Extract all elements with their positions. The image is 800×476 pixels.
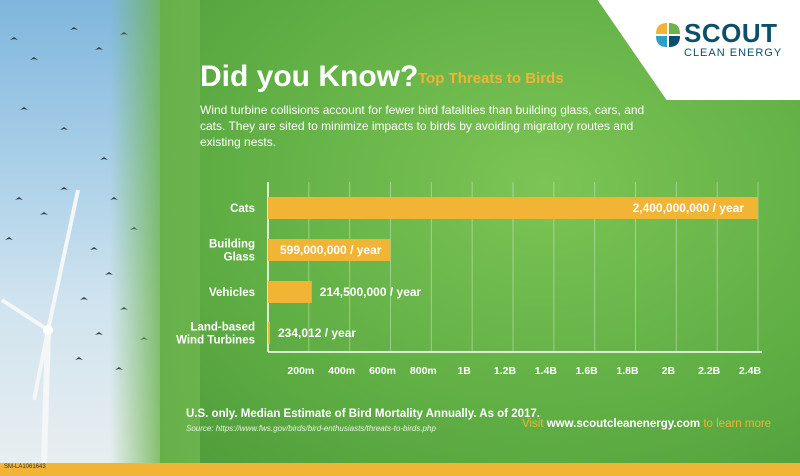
bar (268, 281, 312, 303)
x-tick-label: 1.6B (576, 365, 599, 377)
x-tick-label: 600m (369, 365, 396, 377)
document-code: SM-LA1061643 (4, 464, 46, 470)
visit-line: Visit www.scoutcleanenergy.com to learn … (522, 418, 771, 430)
x-tick-label: 1.4B (535, 365, 558, 377)
bar (268, 197, 758, 219)
data-label: 234,012 / year (278, 326, 356, 340)
intro-text: Wind turbine collisions account for fewe… (200, 103, 645, 149)
x-tick-label: 400m (328, 365, 355, 377)
wind-turbine-illustration (0, 27, 148, 464)
x-tick-label: 1.2B (494, 365, 517, 377)
source-note: Source: https://www.fws.gov/birds/bird-e… (186, 424, 436, 433)
data-label: 214,500,000 / year (320, 285, 422, 299)
bar (268, 322, 270, 344)
visit-url-link[interactable]: www.scoutcleanenergy.com (546, 418, 701, 430)
data-label: 599,000,000 / year (280, 243, 382, 257)
headline: Did you Know? (200, 60, 419, 93)
photo-fade (110, 0, 200, 463)
x-tick-label: 1B (457, 365, 471, 377)
x-tick-label: 800m (410, 365, 437, 377)
footnote: U.S. only. Median Estimate of Bird Morta… (186, 408, 541, 420)
x-tick-label: 2.2B (698, 365, 721, 377)
visit-prefix: Visit (522, 418, 544, 430)
x-tick-label: 200m (287, 365, 314, 377)
x-tick-label: 2B (662, 365, 676, 377)
subhead: Top Threats to Birds (418, 70, 564, 87)
category-label: Land-based (190, 322, 255, 334)
category-label: Building (209, 239, 255, 251)
data-label: 2,400,000,000 / year (633, 201, 745, 215)
category-label: Glass (224, 252, 255, 264)
x-tick-label: 2.4B (739, 365, 762, 377)
logo-tagline: CLEAN ENERGY (684, 47, 783, 59)
category-label: Wind Turbines (176, 335, 255, 347)
visit-suffix: to learn more (703, 418, 772, 430)
category-label: Vehicles (209, 287, 255, 299)
scout-leaf-logo-icon (656, 23, 680, 47)
bar (268, 239, 391, 261)
x-tick-label: 1.8B (616, 365, 639, 377)
bottom-bar (0, 463, 800, 476)
logo-name: SCOUT (684, 18, 778, 48)
category-label: Cats (230, 203, 255, 215)
